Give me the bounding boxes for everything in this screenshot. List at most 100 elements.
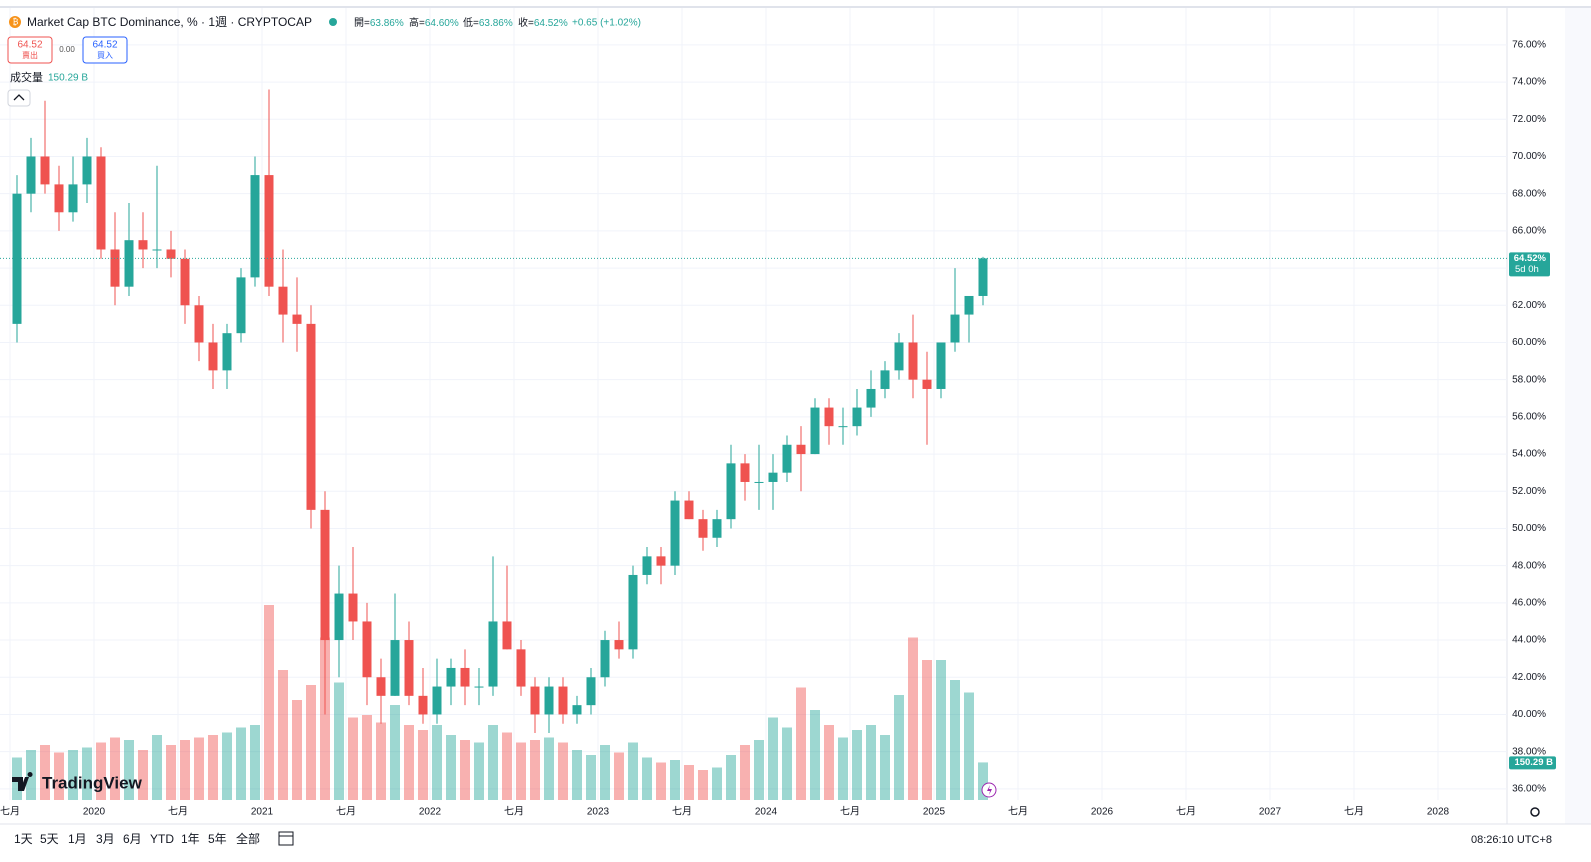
x-tick-label: 2022 [419, 807, 442, 818]
volume-bar [432, 725, 442, 800]
candle-body [40, 156, 50, 185]
candle-body [656, 556, 666, 566]
y-tick-label: 46.00% [1512, 597, 1546, 608]
candle-body [110, 249, 120, 287]
sell-price[interactable]: 64.52 [17, 40, 42, 51]
range-button[interactable]: 全部 [236, 831, 260, 846]
ohlc-open: 開=63.86% [354, 17, 404, 29]
buy-price[interactable]: 64.52 [92, 40, 117, 51]
volume-bar [446, 735, 456, 800]
event-bolt[interactable] [987, 785, 992, 795]
candle-body [404, 640, 414, 696]
range-button[interactable]: 1天 [14, 832, 33, 846]
x-tick-label: 七月 [672, 806, 692, 818]
range-button[interactable]: 1年 [181, 832, 200, 846]
volume-bar [40, 745, 50, 800]
volume-bar [278, 670, 288, 800]
volume-bar [684, 765, 694, 800]
candle-body [516, 649, 526, 687]
x-tick-label: 2028 [1427, 807, 1450, 818]
candle-body [278, 286, 288, 315]
grid [0, 8, 1507, 800]
y-tick-label: 54.00% [1512, 449, 1546, 460]
sell-box[interactable] [7, 36, 53, 64]
volume-bar [656, 762, 666, 800]
ohlc-low: 低=63.86% [463, 16, 513, 29]
y-tick-label: 66.00% [1512, 226, 1546, 237]
volume-bar [54, 752, 64, 800]
volume-bar [474, 742, 484, 800]
volume-bar [614, 752, 624, 800]
candle-body [894, 342, 904, 371]
candle-body [922, 379, 932, 389]
sell-label[interactable]: 賣出 [22, 50, 38, 60]
candle-body [740, 463, 750, 482]
candle-body [362, 621, 372, 678]
y-tick-label: 44.00% [1512, 635, 1546, 646]
y-tick-label: 72.00% [1512, 114, 1546, 125]
candle-body [530, 686, 540, 715]
range-button[interactable]: YTD [150, 832, 174, 846]
candle-body [628, 574, 638, 650]
candle-body [558, 686, 568, 715]
spread: 0.00 [59, 45, 75, 54]
settings-icon[interactable] [1530, 807, 1540, 817]
candle-body [82, 156, 92, 185]
candle-body [348, 593, 358, 622]
volume-bar [110, 737, 120, 800]
sell-button[interactable]: 64.52 賣出 [7, 36, 53, 64]
x-tick-label: 七月 [1008, 806, 1028, 818]
calendar-icon[interactable] [278, 831, 294, 846]
y-tick-label: 70.00% [1512, 151, 1546, 162]
x-tick-label: 七月 [336, 806, 356, 818]
candle-body [236, 277, 246, 334]
candle-body [320, 509, 330, 641]
candle-body [712, 519, 722, 538]
volume-bar [222, 732, 232, 800]
volume-tag [1509, 756, 1556, 770]
candle-body [838, 426, 848, 428]
volume-bar [264, 605, 274, 800]
buy-label[interactable]: 買入 [97, 51, 113, 60]
logo-icon [12, 772, 33, 791]
volume-bar [320, 637, 330, 800]
volume-bar [488, 725, 498, 800]
candle-body [796, 444, 806, 455]
volume-value: 150.29 B [48, 73, 88, 84]
volume-bar [250, 725, 260, 800]
volume-bar [194, 737, 204, 800]
x-tick-label: 2025 [923, 807, 946, 818]
volume-bar [852, 730, 862, 800]
collapse-button[interactable] [7, 89, 31, 107]
volume-bar [334, 682, 344, 800]
volume-bar [670, 760, 680, 800]
candle-body [642, 556, 652, 575]
candle-body [334, 593, 344, 641]
volume-bar [376, 722, 386, 800]
clock: 08:26:10 UTC+8 [1471, 834, 1552, 846]
side-panel [1565, 8, 1591, 824]
candle-body [96, 156, 106, 250]
candle-body [950, 314, 960, 343]
range-button[interactable]: 5天 [40, 832, 59, 846]
range-button[interactable]: 3月 [96, 832, 115, 846]
buy-button[interactable]: 64.52 買入 [82, 36, 128, 64]
x-tick-label: 七月 [1176, 806, 1196, 818]
volume-bar [698, 770, 708, 800]
volume-bar [964, 692, 974, 800]
candle-body [166, 249, 176, 259]
volume-bar [96, 742, 106, 800]
range-button[interactable]: 1月 [68, 832, 87, 846]
volume-bar [124, 740, 134, 800]
candle-body [376, 677, 386, 696]
candle-body [824, 407, 834, 427]
buy-box[interactable] [82, 36, 128, 64]
y-tick-label: 48.00% [1512, 560, 1546, 571]
collapse-icon[interactable] [13, 94, 25, 101]
volume-bar [768, 717, 778, 800]
range-button[interactable]: 5年 [208, 832, 227, 846]
range-button[interactable]: 6月 [123, 832, 142, 846]
x-tick-label: 七月 [168, 806, 188, 818]
